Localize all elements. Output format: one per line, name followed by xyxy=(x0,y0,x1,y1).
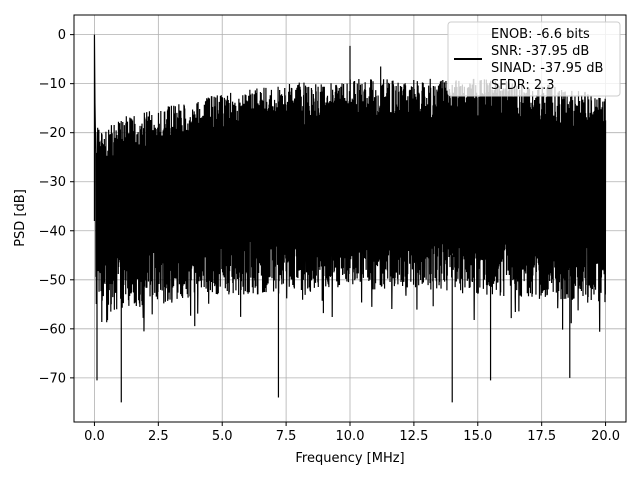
x-tick-label: 7.5 xyxy=(276,429,297,444)
y-tick-label: −40 xyxy=(39,224,66,239)
legend-entry-enob: ENOB: -6.6 bits xyxy=(491,27,590,42)
y-tick-label: −20 xyxy=(39,126,66,141)
x-axis-title: Frequency [MHz] xyxy=(295,451,404,466)
y-tick-label: −70 xyxy=(39,371,66,386)
x-tick-label: 15.0 xyxy=(463,429,492,444)
x-tick-label: 2.5 xyxy=(148,429,169,444)
x-tick-label: 0.0 xyxy=(84,429,105,444)
x-tick-label: 17.5 xyxy=(527,429,556,444)
y-tick-label: −60 xyxy=(39,322,66,337)
x-tick-label: 5.0 xyxy=(212,429,233,444)
x-tick-label: 10.0 xyxy=(336,429,365,444)
y-tick-label: −10 xyxy=(39,77,66,92)
y-tick-label: −50 xyxy=(39,273,66,288)
legend-entry-sfdr: SFDR: 2.3 xyxy=(491,78,555,93)
legend-entry-sinad: SINAD: -37.95 dB xyxy=(491,61,603,76)
x-axis-ticks: 0.0 2.5 5.0 7.5 10.0 12.5 15.0 17.5 20.0 xyxy=(84,422,620,444)
legend-entry-snr: SNR: -37.95 dB xyxy=(491,44,589,59)
x-tick-label: 20.0 xyxy=(591,429,620,444)
legend: ENOB: -6.6 bits SNR: -37.95 dB SINAD: -3… xyxy=(447,21,621,97)
legend-box xyxy=(447,21,621,97)
y-tick-label: −30 xyxy=(39,175,66,190)
y-axis-ticks: 0 −10 −20 −30 −40 −50 −60 −70 xyxy=(39,28,74,386)
y-tick-label: 0 xyxy=(58,28,66,43)
plot-area xyxy=(93,34,607,403)
psd-series-line xyxy=(93,34,607,403)
x-tick-label: 12.5 xyxy=(399,429,428,444)
y-axis-title: PSD [dB] xyxy=(13,189,28,247)
